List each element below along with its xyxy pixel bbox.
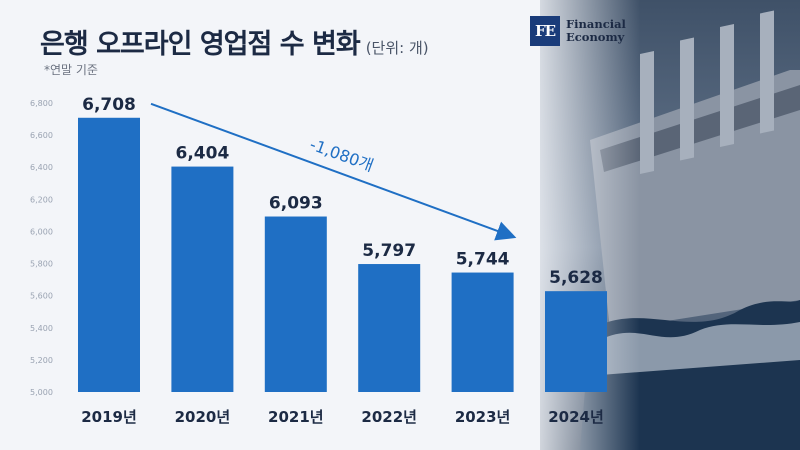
bar [451,272,514,392]
change-annotation: -1,080개 [307,135,376,176]
bars-group: 6,708 2019년 6,404 2020년 6,093 2021년 5,797 2022년… [78,95,607,426]
x-tick-label: 2023년 [455,408,511,426]
data-label: 6,708 [82,95,136,115]
y-tick-label: 5,600 [30,292,53,301]
bar [545,291,607,392]
logo-line-1: Financial [566,17,626,31]
x-tick-label: 2021년 [268,408,324,426]
data-label: 5,744 [456,250,510,270]
y-tick-label: 6,600 [30,131,53,140]
bar [358,264,421,392]
x-tick-label: 2024년 [548,408,604,426]
x-tick-label: 2022년 [361,408,417,426]
brand-logo: FE Financial Economy [530,16,626,46]
unit-label: (단위: 개) [365,39,429,57]
bar [78,117,140,392]
y-tick-label: 6,000 [30,227,53,236]
x-tick-label: 2020년 [175,408,231,426]
y-axis: 5,000 5,200 5,400 5,600 5,800 6,000 6,200 6,400… [30,99,53,397]
trend-arrow [150,102,517,241]
logo-line-2: Economy [566,30,625,44]
footnote: *연말 기준 [44,63,98,77]
y-tick-label: 5,400 [30,324,53,333]
y-tick-label: 6,400 [30,163,53,172]
data-label: 5,628 [549,268,603,288]
data-label: 6,093 [269,194,323,214]
y-tick-label: 5,200 [30,356,53,365]
data-label: 6,404 [176,144,230,164]
title-text: 은행 오프라인 영업점 수 변화 [40,29,361,60]
y-tick-label: 6,200 [30,195,53,204]
x-tick-label: 2019년 [81,408,137,426]
data-label: 5,797 [362,241,416,261]
y-tick-label: 5,800 [30,260,53,269]
bar [171,166,234,392]
page-title: 은행 오프라인 영업점 수 변화 (단위: 개) [40,22,429,61]
logo-text: Financial Economy [566,18,626,44]
y-tick-label: 6,800 [30,99,53,108]
logo-mark: FE [530,16,560,46]
y-tick-label: 5,000 [30,388,53,397]
bar [264,216,327,392]
